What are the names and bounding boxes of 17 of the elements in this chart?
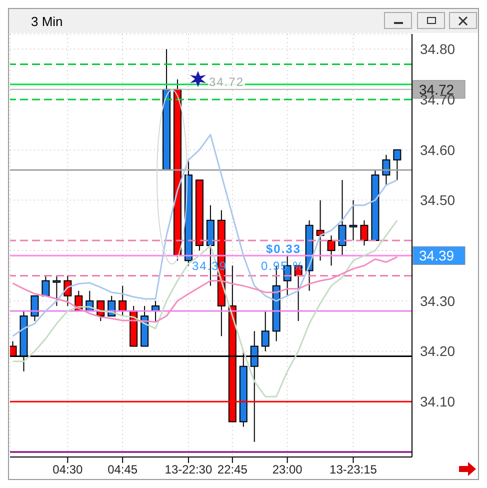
annotation: $0.33 (265, 242, 302, 256)
y-tick-label: 34.20 (420, 343, 456, 360)
y-tick-label: 34.30 (420, 292, 456, 309)
x-tick-label: 04:30 (52, 462, 84, 477)
y-tick-label: 34.60 (420, 142, 456, 158)
chart-title: 3 Min (31, 14, 63, 28)
annotation: 34.72 (208, 75, 246, 89)
x-tick-label: 13-23:15 (330, 462, 378, 477)
ref-line-label: 34.39 (419, 248, 454, 264)
x-tick-label: 23:00 (272, 462, 303, 477)
x-tick-label: 22:45 (217, 462, 248, 477)
y-tick-label: 34.50 (420, 192, 456, 208)
y-tick-label: 34.10 (420, 394, 456, 410)
x-tick-label: 13-22:30 (164, 462, 212, 477)
y-tick-label: 34.80 (420, 41, 456, 58)
x-tick-label: 04:45 (108, 462, 138, 477)
annotation: 0.95 % (260, 259, 306, 273)
